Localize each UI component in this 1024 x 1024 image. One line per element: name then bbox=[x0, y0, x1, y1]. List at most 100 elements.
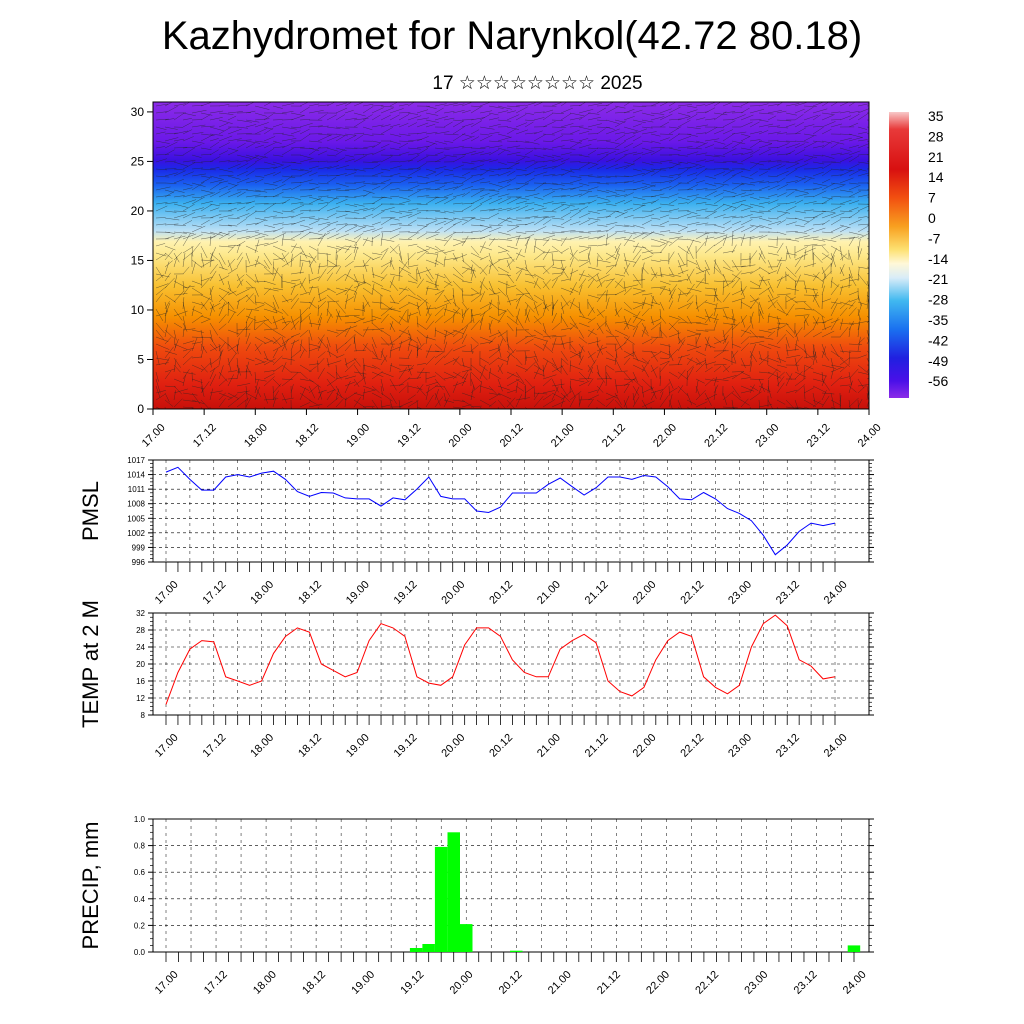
wind-barb bbox=[605, 222, 618, 226]
wind-barb bbox=[344, 375, 357, 380]
wind-barb bbox=[587, 230, 601, 233]
wind-barb bbox=[803, 114, 819, 121]
wind-barb bbox=[848, 291, 859, 296]
wind-barb bbox=[326, 389, 334, 401]
wind-barb bbox=[578, 163, 590, 170]
wind-barb bbox=[605, 189, 618, 194]
wind-barb bbox=[614, 165, 630, 170]
wind-barb bbox=[425, 375, 436, 380]
wind-barb bbox=[704, 211, 717, 219]
wind-barb bbox=[731, 170, 744, 177]
wind-barb bbox=[200, 231, 215, 235]
wind-barb bbox=[803, 188, 817, 191]
wind-barb bbox=[686, 357, 701, 365]
wind-barb bbox=[263, 392, 268, 404]
wind-barb bbox=[803, 135, 815, 142]
wind-barb bbox=[641, 168, 655, 173]
wind-barb bbox=[542, 343, 554, 354]
wind-barb bbox=[605, 232, 617, 240]
wind-barb bbox=[830, 123, 843, 128]
wind-barb bbox=[686, 399, 697, 405]
wind-barb bbox=[308, 286, 319, 289]
wind-barb bbox=[767, 160, 782, 163]
wind-barb bbox=[443, 186, 459, 191]
wind-barb bbox=[326, 378, 336, 391]
wind-barb bbox=[551, 357, 559, 371]
wind-barb bbox=[686, 177, 697, 184]
wind-barb bbox=[389, 392, 397, 404]
wind-barb bbox=[443, 121, 453, 128]
wind-barb bbox=[290, 283, 302, 289]
wind-barb bbox=[218, 119, 233, 124]
wind-barb bbox=[479, 110, 493, 114]
wind-barb bbox=[524, 259, 528, 270]
wind-barb bbox=[398, 259, 410, 270]
wind-barb bbox=[695, 159, 706, 163]
wind-barb bbox=[308, 140, 322, 143]
wind-barb bbox=[821, 390, 827, 401]
wind-barb bbox=[425, 231, 440, 233]
wind-barb bbox=[803, 319, 806, 331]
wind-barb bbox=[596, 343, 603, 355]
wind-barb bbox=[641, 293, 653, 296]
wind-barb bbox=[461, 185, 474, 191]
wind-barb bbox=[254, 203, 269, 205]
wind-barb bbox=[668, 319, 679, 331]
wind-barb bbox=[398, 112, 411, 114]
wind-barb bbox=[785, 161, 800, 164]
wind-barb bbox=[479, 264, 489, 275]
wind-barb bbox=[605, 289, 608, 303]
wind-barb bbox=[398, 176, 412, 184]
wind-barb bbox=[596, 119, 607, 122]
wind-barb bbox=[623, 142, 634, 149]
wind-barb bbox=[722, 120, 736, 128]
wind-barb bbox=[668, 193, 679, 198]
wind-barb bbox=[506, 273, 515, 284]
wind-barb bbox=[731, 278, 740, 289]
wind-barb bbox=[839, 152, 850, 156]
wind-barb bbox=[470, 259, 481, 269]
heatmap-y-tick-label: 0 bbox=[137, 402, 144, 416]
wind-barb bbox=[668, 387, 678, 394]
wind-barb bbox=[515, 122, 528, 128]
wind-barb bbox=[236, 170, 248, 177]
wind-barb bbox=[803, 387, 815, 394]
wind-barb bbox=[839, 322, 855, 325]
wind-barb bbox=[254, 386, 260, 401]
wind-barb bbox=[632, 396, 640, 408]
wind-barb bbox=[848, 351, 850, 366]
wind-barb bbox=[425, 313, 432, 324]
wind-barb bbox=[542, 219, 552, 226]
wind-barb bbox=[218, 323, 227, 331]
wind-barb bbox=[299, 216, 315, 219]
wind-barb bbox=[830, 174, 843, 177]
x-tick-label: 23.12 bbox=[792, 969, 820, 997]
wind-barb bbox=[218, 174, 234, 177]
wind-barb bbox=[281, 280, 296, 285]
wind-barb bbox=[569, 129, 580, 135]
wind-barb bbox=[668, 266, 674, 276]
wind-barb bbox=[344, 109, 354, 114]
wind-barb bbox=[587, 182, 601, 184]
wind-barb bbox=[542, 360, 549, 373]
wind-barb bbox=[236, 279, 244, 289]
wind-barb bbox=[839, 343, 844, 354]
wind-barb bbox=[245, 361, 250, 373]
wind-barb bbox=[281, 103, 295, 107]
wind-barb bbox=[695, 359, 706, 366]
wind-barb bbox=[686, 114, 698, 121]
wind-barb bbox=[218, 252, 226, 265]
wind-barb bbox=[578, 329, 584, 339]
wind-barb bbox=[254, 379, 259, 394]
wind-barb bbox=[623, 231, 637, 235]
wind-barb bbox=[758, 308, 764, 320]
wind-barb bbox=[407, 312, 419, 317]
wind-barb bbox=[713, 336, 722, 344]
wind-barb bbox=[695, 259, 701, 271]
wind-barb bbox=[803, 133, 817, 137]
x-tick-label: 22.12 bbox=[693, 969, 721, 997]
wind-barb bbox=[416, 162, 427, 170]
wind-barb bbox=[713, 224, 725, 229]
wind-barb bbox=[371, 203, 383, 212]
wind-barb bbox=[353, 224, 366, 228]
